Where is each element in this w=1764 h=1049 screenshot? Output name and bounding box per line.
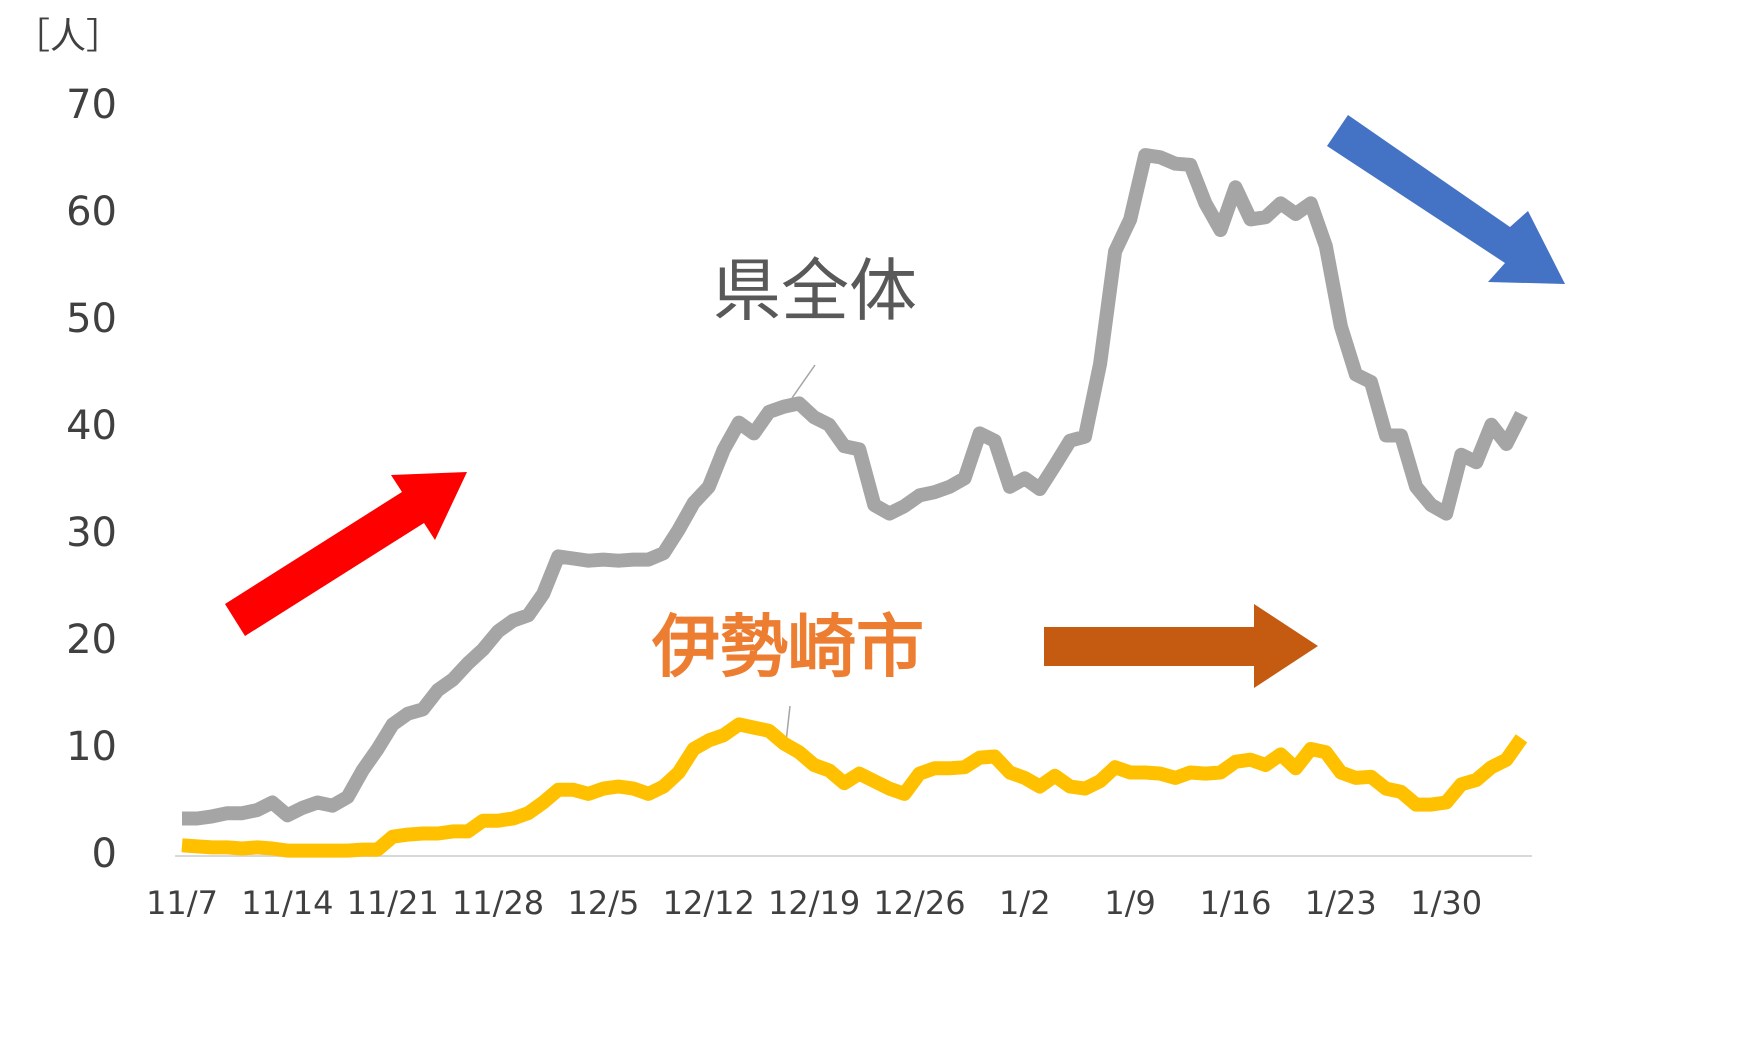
x-tick-label: 11/28 xyxy=(452,884,544,922)
annotation: 県全体 xyxy=(713,253,917,332)
flat-arrow xyxy=(1044,604,1318,688)
x-tick-label: 11/14 xyxy=(241,884,333,922)
y-tick-label: 40 xyxy=(66,403,117,449)
up-arrow xyxy=(225,472,467,636)
x-tick-label: 12/5 xyxy=(567,884,639,922)
x-tick-label: 1/9 xyxy=(1104,884,1156,922)
leader-line xyxy=(785,705,791,743)
x-tick-label: 1/16 xyxy=(1200,884,1272,922)
x-tick-label: 1/2 xyxy=(999,884,1051,922)
y-tick-label: 60 xyxy=(66,189,117,235)
x-tick-label: 12/26 xyxy=(873,884,965,922)
y-tick-label: 0 xyxy=(92,831,117,877)
x-tick-label: 12/19 xyxy=(768,884,860,922)
y-tick-label: 50 xyxy=(66,296,117,342)
series-line xyxy=(182,148,1528,826)
x-tick-label: 1/30 xyxy=(1410,884,1482,922)
y-axis-label: ［人］ xyxy=(14,16,122,57)
y-tick-label: 10 xyxy=(66,724,117,770)
series-line xyxy=(181,717,1528,858)
down-arrow xyxy=(1327,115,1565,284)
y-tick-label: 30 xyxy=(66,510,117,556)
x-tick-label: 12/12 xyxy=(663,884,755,922)
annotation: 伊勢崎市 xyxy=(651,609,924,688)
x-tick-label: 11/21 xyxy=(347,884,439,922)
y-tick-label: 70 xyxy=(66,82,117,128)
x-tick-label: 11/7 xyxy=(146,884,218,922)
x-tick-label: 1/23 xyxy=(1305,884,1377,922)
y-tick-label: 20 xyxy=(66,617,117,663)
leader-line xyxy=(791,364,816,399)
